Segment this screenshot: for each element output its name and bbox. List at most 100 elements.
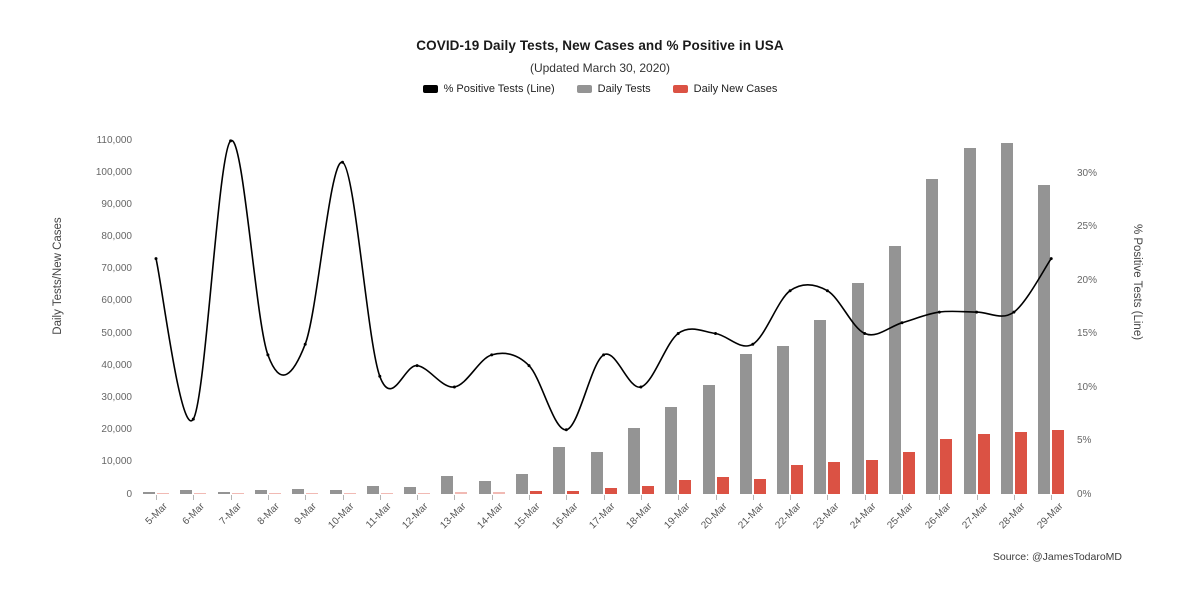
daily-new-cases-bar: [865, 459, 878, 494]
line-swatch-icon: [422, 85, 438, 93]
daily-new-cases-bar: [604, 487, 617, 494]
daily-tests-bar: [217, 492, 230, 494]
line-point-marker: [900, 321, 904, 325]
daily-tests-bar: [292, 489, 305, 494]
daily-tests-bar: [926, 178, 939, 494]
line-point-marker: [863, 332, 867, 335]
x-axis-tick: [790, 495, 792, 500]
line-point-marker: [341, 160, 344, 164]
line-point-marker: [452, 385, 456, 389]
daily-new-cases-bar: [1014, 431, 1027, 494]
legend-item-daily-new-cases: Daily New Cases: [672, 83, 778, 95]
line-point-marker: [266, 353, 270, 357]
daily-new-cases-bar: [380, 492, 393, 494]
line-point-marker: [676, 332, 680, 335]
daily-new-cases-bar: [455, 492, 468, 494]
legend-label: Daily Tests: [597, 83, 651, 95]
daily-new-cases-bar: [753, 479, 766, 494]
x-axis-tick: [678, 495, 680, 500]
daily-tests-bar: [254, 490, 267, 494]
x-axis-tick: [640, 495, 642, 500]
x-axis-tick: [417, 495, 419, 500]
daily-tests-bar: [1000, 143, 1013, 494]
daily-tests-bar: [1038, 185, 1051, 494]
right-axis-tick-label: 5%: [1077, 435, 1092, 446]
daily-new-cases-bar: [641, 485, 654, 494]
daily-new-cases-bar: [157, 492, 169, 494]
daily-new-cases-bar: [492, 492, 505, 494]
line-point-marker: [303, 342, 307, 346]
chart-title: COVID-19 Daily Tests, New Cases and % Po…: [416, 38, 784, 53]
legend-label: Daily New Cases: [693, 83, 778, 95]
daily-tests-bar: [851, 283, 864, 494]
right-axis-tick-label: 10%: [1077, 381, 1098, 393]
left-axis-tick-label: 50,000: [101, 327, 132, 339]
line-point-marker: [937, 310, 941, 314]
x-axis-tick: [566, 495, 568, 500]
daily-new-cases-bar: [268, 492, 281, 494]
daily-tests-bar: [553, 447, 566, 494]
right-axis-tick-label: 15%: [1077, 328, 1098, 339]
daily-tests-bar: [329, 490, 342, 494]
daily-tests-bar: [665, 407, 678, 494]
x-axis-tick: [752, 495, 754, 500]
line-point-marker: [602, 353, 606, 357]
daily-tests-bar: [739, 354, 752, 494]
daily-tests-bar: [516, 474, 528, 494]
daily-tests-bar: [404, 486, 417, 494]
x-axis-tick: [193, 495, 195, 500]
left-axis-tick-label: 90,000: [101, 198, 132, 210]
left-axis-tick-label: 110,000: [96, 134, 132, 146]
line-point-marker: [975, 310, 979, 314]
right-axis-tick-label: 30%: [1077, 167, 1098, 179]
positive-rate-line: [155, 140, 1052, 431]
daily-new-cases-bar: [567, 490, 580, 494]
x-axis-tick: [156, 495, 157, 500]
daily-new-cases-bar: [343, 492, 356, 494]
x-axis-tick: [1051, 495, 1053, 500]
daily-new-cases-bar: [791, 465, 804, 494]
daily-new-cases-bar: [231, 492, 244, 494]
x-axis-tick: [379, 495, 381, 500]
legend-item-daily-tests: Daily Tests: [576, 83, 651, 95]
daily-new-cases-bar: [828, 462, 841, 494]
line-point-marker: [229, 139, 233, 143]
left-axis-tick-label: 40,000: [101, 359, 132, 371]
left-axis-tick-label: 80,000: [101, 231, 132, 243]
daily-tests-bar: [441, 476, 454, 494]
left-axis-tick-label: 70,000: [101, 263, 132, 275]
daily-new-cases-bar: [716, 477, 729, 494]
daily-new-cases-bar: [1052, 430, 1065, 494]
line-point-marker: [415, 364, 419, 368]
right-axis-tick-label: 20%: [1077, 274, 1098, 286]
x-axis-tick: [603, 495, 605, 500]
x-axis-tick: [267, 495, 269, 500]
line-point-marker: [154, 257, 158, 261]
source-credit: Source: @JamesTodaroMD: [992, 551, 1122, 563]
x-axis-tick: [230, 495, 232, 500]
line-point-marker: [1049, 257, 1053, 261]
daily-new-cases-bar: [977, 434, 990, 494]
line-point-marker: [527, 364, 531, 368]
daily-new-cases-bar: [306, 492, 319, 494]
daily-tests-bar: [478, 481, 491, 494]
line-point-marker: [714, 332, 717, 335]
daily-tests-bar: [590, 451, 603, 494]
left-axis-tick-label: 10,000: [101, 456, 132, 468]
legend-item-positive-line: % Positive Tests (Line): [422, 83, 555, 95]
tests-swatch-icon: [576, 85, 592, 93]
line-point-marker: [191, 417, 195, 421]
x-axis-tick: [715, 495, 717, 500]
x-axis-tick: [827, 495, 829, 500]
x-axis-tick: [976, 495, 978, 500]
daily-tests-bar: [814, 320, 827, 494]
line-point-marker: [378, 374, 382, 378]
daily-tests-bar: [366, 485, 379, 494]
daily-new-cases-bar: [940, 439, 953, 494]
daily-new-cases-bar: [530, 491, 542, 494]
daily-new-cases-bar: [194, 492, 207, 494]
line-point-marker: [751, 342, 755, 346]
left-axis-tick-label: 60,000: [101, 295, 132, 307]
